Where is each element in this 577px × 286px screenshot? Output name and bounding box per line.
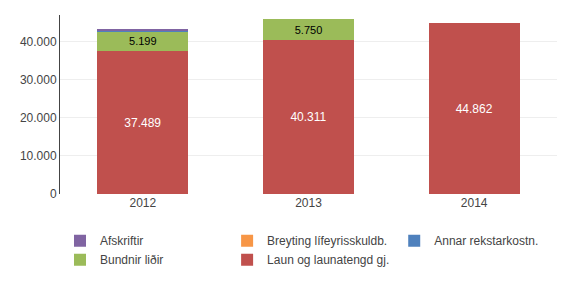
svg-text:2013: 2013: [295, 196, 322, 210]
svg-text:Laun og launatengd gj.: Laun og launatengd gj.: [267, 253, 389, 267]
svg-text:40.311: 40.311: [290, 110, 326, 124]
svg-text:40.000: 40.000: [20, 35, 57, 49]
svg-text:44.862: 44.862: [456, 102, 493, 116]
svg-text:10.000: 10.000: [20, 149, 57, 163]
svg-text:0: 0: [50, 187, 57, 201]
svg-text:30.000: 30.000: [20, 73, 57, 87]
svg-text:2014: 2014: [461, 196, 488, 210]
svg-text:Breyting lífeyrisskuldb.: Breyting lífeyrisskuldb.: [267, 234, 387, 248]
svg-text:Bundnir liðir: Bundnir liðir: [100, 253, 163, 267]
svg-text:Annar rekstarkostn.: Annar rekstarkostn.: [434, 234, 538, 248]
svg-text:5.199: 5.199: [129, 35, 157, 47]
svg-text:37.489: 37.489: [124, 116, 161, 130]
svg-text:20.000: 20.000: [20, 111, 57, 125]
svg-text:2012: 2012: [129, 196, 156, 210]
svg-text:5.750: 5.750: [295, 24, 323, 36]
svg-text:Afskriftir: Afskriftir: [100, 234, 143, 248]
